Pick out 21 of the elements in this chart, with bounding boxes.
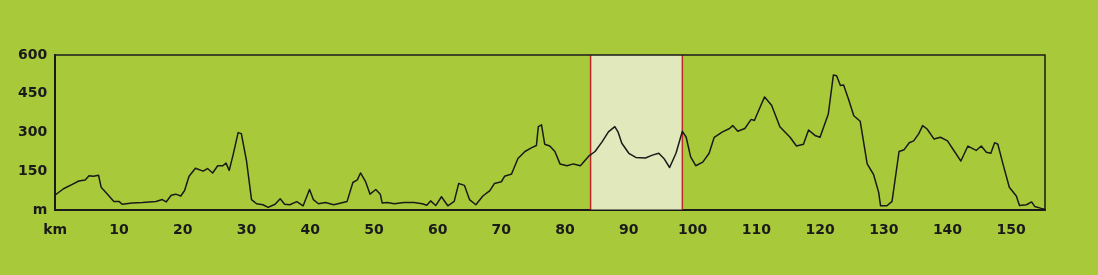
x-tick-label: 110 xyxy=(741,221,772,238)
x-tick-label: 100 xyxy=(677,221,708,238)
x-tick-label: 60 xyxy=(427,221,448,238)
y-tick-label: 600 xyxy=(17,45,48,62)
x-tick-label: 20 xyxy=(172,221,193,238)
y-tick-label: m xyxy=(32,200,48,217)
y-tick-label: 300 xyxy=(17,123,48,140)
x-tick-label: 120 xyxy=(805,221,835,238)
x-tick-label: 70 xyxy=(491,221,512,238)
x-tick-label: 30 xyxy=(236,221,257,238)
x-tick-label: 40 xyxy=(300,221,321,238)
x-tick-label: 150 xyxy=(996,221,1027,238)
x-tick-label: 80 xyxy=(555,221,576,238)
y-tick-label: 150 xyxy=(17,162,48,179)
x-tick-label: 140 xyxy=(932,221,963,238)
y-tick-label: 450 xyxy=(17,84,48,101)
x-tick-label: 10 xyxy=(109,221,129,238)
x-tick-label: 130 xyxy=(869,221,899,238)
x-tick-label: 90 xyxy=(619,221,639,238)
x-tick-label: km xyxy=(43,221,68,238)
x-tick-label: 50 xyxy=(364,221,384,238)
